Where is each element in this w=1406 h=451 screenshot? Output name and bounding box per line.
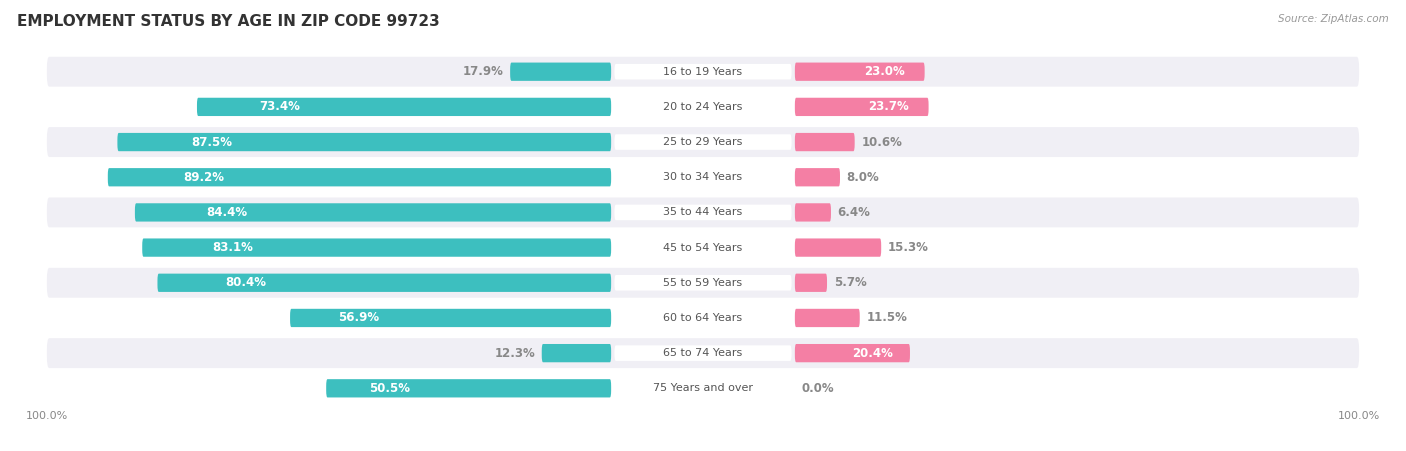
FancyBboxPatch shape — [46, 92, 1360, 122]
FancyBboxPatch shape — [108, 168, 612, 186]
Text: 84.4%: 84.4% — [207, 206, 247, 219]
FancyBboxPatch shape — [46, 57, 1360, 87]
Text: 17.9%: 17.9% — [463, 65, 503, 78]
Text: EMPLOYMENT STATUS BY AGE IN ZIP CODE 99723: EMPLOYMENT STATUS BY AGE IN ZIP CODE 997… — [17, 14, 440, 28]
Text: 16 to 19 Years: 16 to 19 Years — [664, 67, 742, 77]
FancyBboxPatch shape — [290, 309, 612, 327]
FancyBboxPatch shape — [326, 379, 612, 397]
FancyBboxPatch shape — [197, 98, 612, 116]
FancyBboxPatch shape — [46, 233, 1360, 262]
Text: 75 Years and over: 75 Years and over — [652, 383, 754, 393]
Text: 56.9%: 56.9% — [339, 312, 380, 324]
FancyBboxPatch shape — [794, 133, 855, 151]
Text: 45 to 54 Years: 45 to 54 Years — [664, 243, 742, 253]
FancyBboxPatch shape — [117, 133, 612, 151]
FancyBboxPatch shape — [46, 127, 1360, 157]
Text: 6.4%: 6.4% — [838, 206, 870, 219]
Text: 10.6%: 10.6% — [862, 136, 903, 148]
FancyBboxPatch shape — [46, 303, 1360, 333]
FancyBboxPatch shape — [614, 134, 792, 150]
Text: 5.7%: 5.7% — [834, 276, 866, 289]
Text: 89.2%: 89.2% — [183, 171, 225, 184]
FancyBboxPatch shape — [614, 64, 792, 79]
FancyBboxPatch shape — [46, 373, 1360, 403]
Text: 8.0%: 8.0% — [846, 171, 879, 184]
Text: 20.4%: 20.4% — [852, 347, 893, 359]
Text: 80.4%: 80.4% — [225, 276, 267, 289]
FancyBboxPatch shape — [794, 168, 839, 186]
Text: Source: ZipAtlas.com: Source: ZipAtlas.com — [1278, 14, 1389, 23]
FancyBboxPatch shape — [135, 203, 612, 221]
FancyBboxPatch shape — [614, 205, 792, 220]
FancyBboxPatch shape — [46, 268, 1360, 298]
FancyBboxPatch shape — [794, 98, 928, 116]
Text: 23.7%: 23.7% — [868, 101, 908, 113]
FancyBboxPatch shape — [614, 240, 792, 255]
Text: 12.3%: 12.3% — [495, 347, 536, 359]
Text: 83.1%: 83.1% — [212, 241, 253, 254]
FancyBboxPatch shape — [46, 198, 1360, 227]
Text: 30 to 34 Years: 30 to 34 Years — [664, 172, 742, 182]
FancyBboxPatch shape — [46, 162, 1360, 192]
Text: 15.3%: 15.3% — [887, 241, 928, 254]
Text: 35 to 44 Years: 35 to 44 Years — [664, 207, 742, 217]
Text: 11.5%: 11.5% — [866, 312, 907, 324]
FancyBboxPatch shape — [614, 170, 792, 185]
FancyBboxPatch shape — [142, 239, 612, 257]
FancyBboxPatch shape — [614, 310, 792, 326]
FancyBboxPatch shape — [614, 275, 792, 290]
Text: 87.5%: 87.5% — [191, 136, 232, 148]
Text: 25 to 29 Years: 25 to 29 Years — [664, 137, 742, 147]
FancyBboxPatch shape — [157, 274, 612, 292]
FancyBboxPatch shape — [794, 63, 925, 81]
FancyBboxPatch shape — [794, 239, 882, 257]
Text: 20 to 24 Years: 20 to 24 Years — [664, 102, 742, 112]
FancyBboxPatch shape — [794, 344, 910, 362]
FancyBboxPatch shape — [614, 345, 792, 361]
FancyBboxPatch shape — [46, 338, 1360, 368]
Text: 50.5%: 50.5% — [368, 382, 411, 395]
FancyBboxPatch shape — [794, 309, 859, 327]
Text: 0.0%: 0.0% — [801, 382, 834, 395]
Text: 65 to 74 Years: 65 to 74 Years — [664, 348, 742, 358]
FancyBboxPatch shape — [794, 203, 831, 221]
Text: 23.0%: 23.0% — [865, 65, 905, 78]
Text: 55 to 59 Years: 55 to 59 Years — [664, 278, 742, 288]
FancyBboxPatch shape — [510, 63, 612, 81]
FancyBboxPatch shape — [794, 274, 827, 292]
FancyBboxPatch shape — [614, 99, 792, 115]
Text: 73.4%: 73.4% — [259, 101, 299, 113]
FancyBboxPatch shape — [541, 344, 612, 362]
FancyBboxPatch shape — [614, 381, 792, 396]
Text: 60 to 64 Years: 60 to 64 Years — [664, 313, 742, 323]
